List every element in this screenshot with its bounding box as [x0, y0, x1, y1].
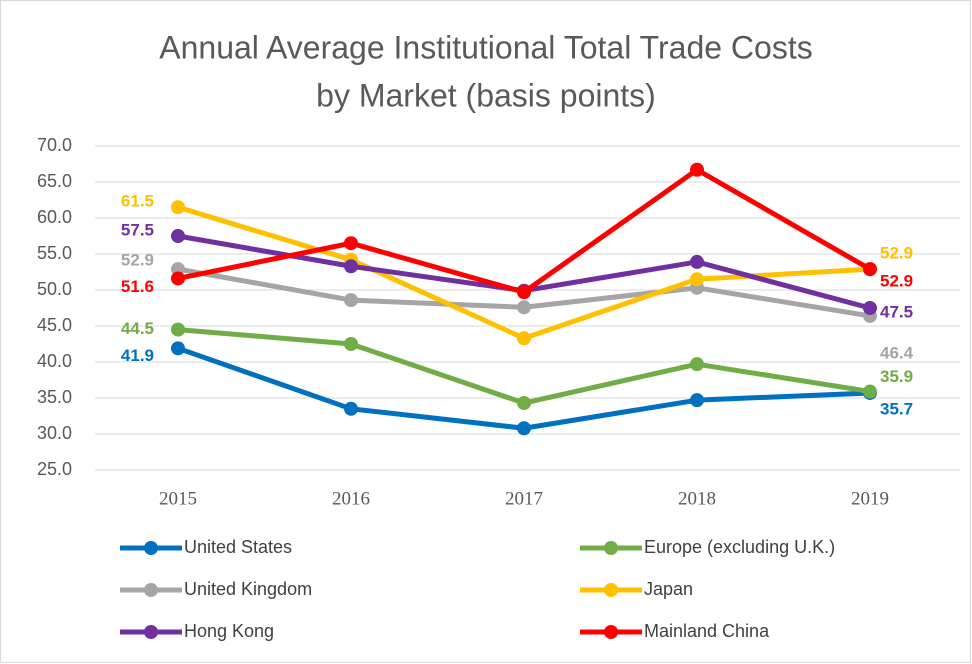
data-label: 52.9: [121, 251, 154, 270]
legend-label: Japan: [644, 579, 693, 599]
data-label: 44.5: [121, 319, 154, 338]
data-point: [171, 341, 185, 356]
y-tick-label: 40.0: [37, 351, 72, 371]
legend-marker: [144, 625, 158, 639]
y-tick-label: 70.0: [37, 135, 72, 155]
legend-label: Europe (excluding U.K.): [644, 537, 835, 557]
data-point: [863, 384, 877, 399]
data-point: [690, 357, 704, 372]
data-label: 61.5: [121, 192, 154, 211]
data-point: [517, 285, 531, 300]
chart-title: by Market (basis points): [316, 77, 656, 113]
legend-marker: [144, 583, 158, 597]
data-point: [690, 254, 704, 269]
y-tick-label: 35.0: [37, 387, 72, 407]
legend-label: United Kingdom: [184, 579, 312, 599]
y-tick-label: 60.0: [37, 207, 72, 227]
y-tick-label: 45.0: [37, 315, 72, 335]
data-point: [517, 331, 531, 346]
x-tick-label: 2016: [332, 488, 370, 509]
y-tick-label: 65.0: [37, 171, 72, 191]
x-tick-label: 2019: [851, 488, 889, 509]
y-tick-label: 25.0: [37, 459, 72, 479]
legend-marker: [604, 541, 618, 555]
data-point: [863, 262, 877, 277]
y-tick-label: 55.0: [37, 243, 72, 263]
data-point: [344, 259, 358, 274]
data-point: [171, 322, 185, 337]
legend-label: United States: [184, 537, 292, 557]
data-point: [171, 271, 185, 286]
data-label: 47.5: [880, 302, 913, 321]
data-point: [517, 421, 531, 436]
data-point: [690, 272, 704, 287]
data-label: 57.5: [121, 220, 154, 239]
data-point: [171, 229, 185, 243]
chart-title: Annual Average Institutional Total Trade…: [159, 29, 812, 65]
data-label: 35.7: [880, 399, 913, 418]
data-point: [690, 393, 704, 408]
data-point: [171, 200, 185, 215]
legend-marker: [604, 625, 618, 639]
data-point: [344, 236, 358, 251]
data-label: 52.9: [880, 244, 913, 263]
data-label: 46.4: [880, 343, 914, 362]
data-point: [344, 293, 358, 308]
legend-label: Hong Kong: [184, 621, 274, 641]
data-point: [344, 337, 358, 351]
x-tick-label: 2018: [678, 488, 716, 509]
x-tick-label: 2015: [159, 488, 197, 509]
data-point: [517, 396, 531, 411]
data-point: [517, 300, 531, 315]
legend-marker: [604, 583, 618, 597]
legend-label: Mainland China: [644, 621, 770, 641]
data-label: 51.6: [121, 277, 154, 296]
data-point: [863, 301, 877, 315]
y-tick-label: 50.0: [37, 279, 72, 299]
data-point: [344, 401, 358, 416]
data-point: [690, 162, 704, 177]
data-label: 35.9: [880, 367, 913, 386]
data-label: 52.9: [880, 272, 913, 291]
legend-marker: [144, 541, 158, 555]
x-tick-label: 2017: [505, 488, 543, 509]
y-tick-label: 30.0: [37, 423, 72, 443]
data-label: 41.9: [121, 346, 154, 365]
